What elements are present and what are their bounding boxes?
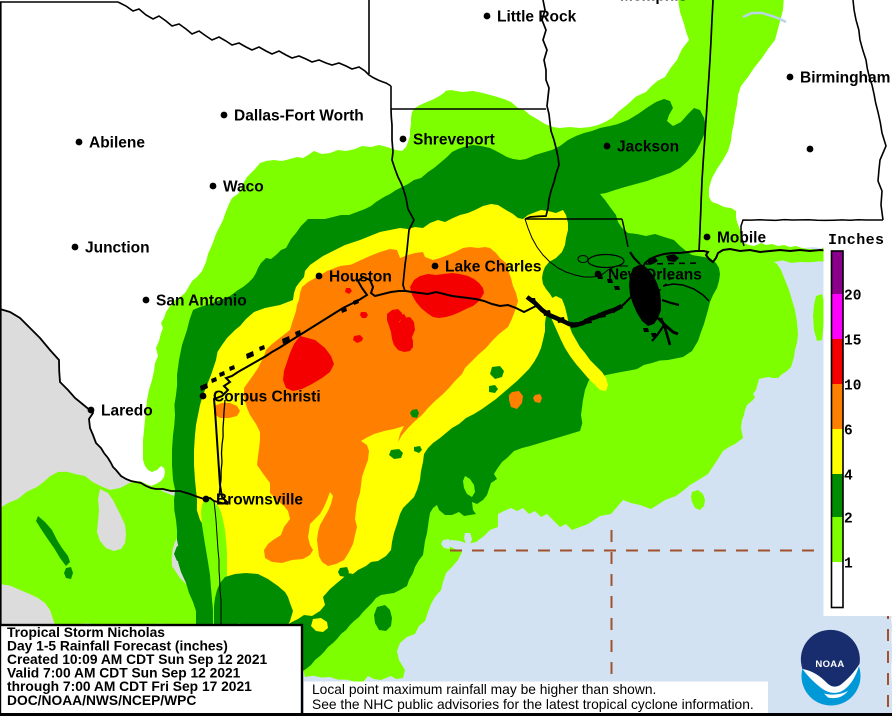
svg-text:Memphis: Memphis [620, 0, 687, 5]
svg-text:6: 6 [844, 424, 853, 440]
svg-text:Dallas-Fort Worth: Dallas-Fort Worth [234, 108, 364, 125]
svg-text:Created 10:09 AM CDT Sun Sep 1: Created 10:09 AM CDT Sun Sep 12 2021 [7, 652, 268, 667]
svg-text:San Antonio: San Antonio [156, 293, 247, 310]
svg-text:2: 2 [844, 512, 853, 528]
svg-text:Laredo: Laredo [101, 403, 153, 420]
svg-text:1: 1 [844, 557, 853, 573]
svg-text:Brownsville: Brownsville [216, 492, 303, 509]
svg-text:DOC/NOAA/NWS/NCEP/WPC: DOC/NOAA/NWS/NCEP/WPC [7, 693, 196, 708]
svg-text:10: 10 [844, 379, 861, 395]
svg-text:Lake Charles: Lake Charles [445, 259, 542, 276]
svg-text:Abilene: Abilene [89, 135, 145, 152]
svg-text:Jackson: Jackson [617, 139, 679, 156]
svg-text:Day 1-5 Rainfall Forecast (inc: Day 1-5 Rainfall Forecast (inches) [7, 639, 228, 654]
svg-text:Houston: Houston [329, 269, 392, 286]
svg-text:Local point maximum rainfall m: Local point maximum rainfall may be high… [312, 682, 656, 697]
svg-text:15: 15 [844, 334, 861, 350]
svg-text:See the NHC public advisories: See the NHC public advisories for the la… [312, 697, 754, 712]
svg-text:Inches: Inches [828, 232, 884, 249]
svg-text:Waco: Waco [223, 179, 264, 196]
svg-text:Shreveport: Shreveport [413, 132, 495, 149]
svg-text:Junction: Junction [85, 240, 150, 257]
svg-text:Birmingham: Birmingham [800, 70, 890, 87]
svg-text:20: 20 [844, 289, 861, 305]
svg-text:New Orleans: New Orleans [608, 267, 702, 284]
svg-text:Corpus Christi: Corpus Christi [213, 389, 321, 406]
svg-text:through 7:00 AM CDT Fri Sep 17: through 7:00 AM CDT Fri Sep 17 2021 [7, 679, 252, 694]
svg-text:NOAA: NOAA [815, 659, 844, 670]
svg-text:Mobile: Mobile [717, 230, 766, 247]
svg-text:Valid 7:00 AM CDT Sun Sep 12 2: Valid 7:00 AM CDT Sun Sep 12 2021 [7, 666, 241, 681]
svg-text:Tropical Storm Nicholas: Tropical Storm Nicholas [7, 625, 165, 640]
svg-text:Little Rock: Little Rock [497, 9, 577, 26]
svg-text:4: 4 [844, 469, 853, 485]
